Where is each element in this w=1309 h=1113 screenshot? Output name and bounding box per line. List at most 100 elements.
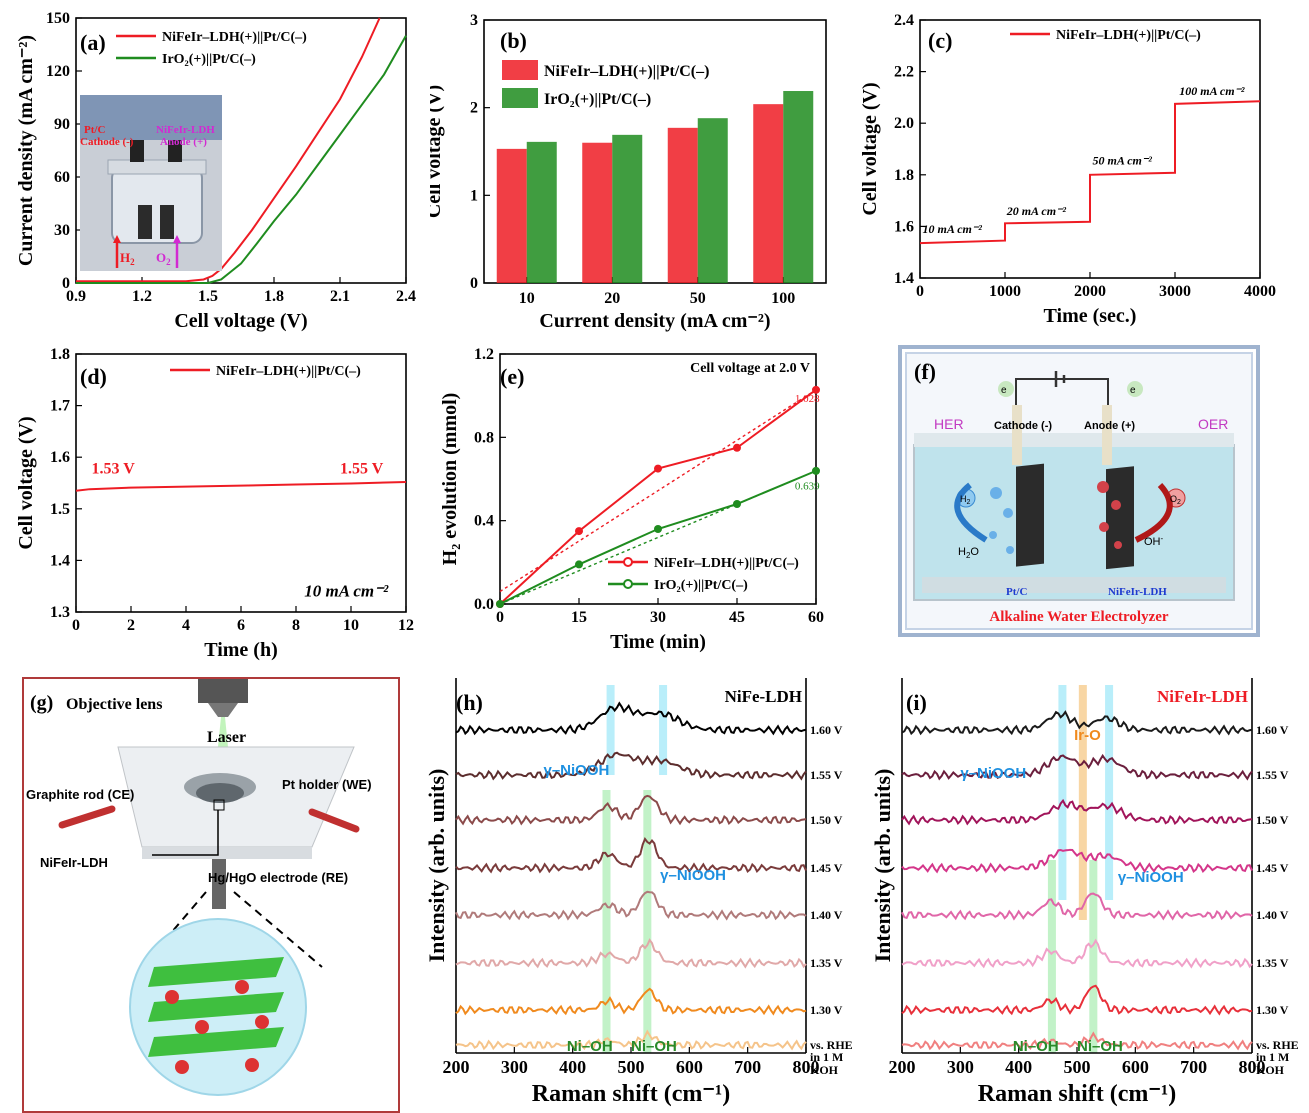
y-tick-label: 2.2 [894,64,914,81]
spectrum-5 [901,892,1253,921]
y-tick-label: 2 [470,100,478,117]
chart-i: 200 300 400 500 600 700 800 Raman shift (cm⁻¹) I… [870,678,1299,1107]
electrolyte-label: KOH [1256,1063,1285,1077]
panel-letter-g: (g) [30,692,53,714]
series-line-1 [76,17,381,283]
data-point [654,525,662,533]
data-point [812,385,820,394]
x-tick-label: 1000 [989,283,1021,300]
peak-annotation-4: Ni–OH [631,1038,677,1055]
legend-swatch [502,88,538,108]
x-tick-label: 100 [771,290,795,307]
spectrum-3 [455,794,807,826]
spectrum-2 [455,751,807,781]
y-tick-label: 1.6 [50,449,70,466]
x-axis-label: Raman shift (cm⁻¹) [978,1081,1177,1107]
data-point [733,443,741,452]
x-tick-label: 3000 [1159,283,1191,300]
spectrum-label-2: 1.55 V [810,768,843,782]
inset-cathode-label: Cathode (-) [80,136,134,148]
peak-annotation-4: Ni–OH [1013,1038,1059,1055]
legend-label-1: NiFeIr–LDH(+)||Pt/C(–) [216,364,361,379]
inset-h2-label: H2 [120,250,135,267]
spectrum-label-8: vs. RHE [810,1038,853,1052]
spectrum-7 [455,987,807,1016]
nifeir-ldh-label: NiFeIr-LDH [40,855,108,870]
spectrum-1 [901,710,1253,736]
spectrum-label-1: 1.60 V [1256,723,1289,737]
data-point [575,527,583,536]
x-tick-label: 50 [690,290,706,307]
x-tick-label: 500 [618,1057,645,1077]
x-tick-label: 0 [72,617,80,634]
peak-annotation-5: Ni–OH [1077,1038,1123,1055]
y-tick-label: 1.4 [50,552,70,569]
x-tick-label: 6 [237,617,245,634]
series-line-1 [75,480,407,492]
ptc-label: Pt/C [1006,586,1027,598]
bar-100-1 [753,104,784,283]
spectrum-label-8: vs. RHE [1256,1038,1299,1052]
fit-line-1 [499,389,817,593]
series-line-1 [499,389,817,605]
peak-annotation-1: γ–NiOOH [544,762,610,779]
peak-band-3 [1078,685,1087,920]
inset-o2-label: O2 [156,250,171,267]
plot-frame [919,19,1261,279]
panel-letter-b: (b) [500,28,527,53]
spectrum-3 [901,798,1253,826]
x-tick-label: 700 [734,1057,761,1077]
x-tick-label: 800 [1239,1057,1266,1077]
ldh-layers-icon [148,957,284,1074]
legend-swatch [502,60,538,80]
panel-letter-f: (f) [914,359,936,384]
graphite-rod-label: Graphite rod (CE) [26,787,134,802]
spectrum-label-7: 1.30 V [810,1003,843,1017]
peak-band-2 [1105,685,1114,900]
legend-label-2: IrO₂(+)||Pt/C(–) [162,52,256,67]
legend-marker [623,557,633,567]
cathode-label: Cathode (-) [994,420,1052,432]
bar-20-1 [582,142,613,283]
y-tick-label: 60 [54,169,70,186]
y-tick-label: 0.8 [474,429,494,446]
electron-label: e [1130,385,1136,396]
spectrum-label-2: 1.55 V [1256,768,1289,782]
y-tick-label: 1.2 [474,346,494,363]
y-tick-label: 1.7 [50,398,70,415]
peak-annotation-2: γ–NiOOH [960,765,1026,782]
y-tick-label: 1.3 [50,604,70,621]
x-tick-label: 600 [676,1057,703,1077]
x-tick-label: 20 [604,290,620,307]
x-tick-label: 600 [1122,1057,1149,1077]
x-tick-label: 60 [808,609,824,626]
electrolyte-label: in 1 M [1256,1050,1289,1064]
inset-ldh-label: NiFeIr-LDH [156,124,215,136]
x-tick-label: 4000 [1244,283,1276,300]
inset-pt-label: Pt/C [84,124,105,136]
legend-label-2: IrO₂(+)||Pt/C(–) [544,91,651,108]
x-tick-label: 300 [947,1057,974,1077]
x-tick-label: 12 [398,617,414,634]
chart-h: 200 300 400 500 600 700 800 Raman shift (cm⁻¹) I… [424,678,853,1107]
o2-bubble-label: O2 [1170,494,1181,506]
data-point [496,600,504,608]
x-tick-label: 1.2 [132,288,152,305]
x-tick-label: 2.4 [396,288,416,305]
peak-band-1 [1058,685,1067,900]
spectrum-label-6: 1.35 V [810,956,843,970]
oer-label: OER [1198,416,1228,432]
step-annotation-2: 20 mA cm⁻² [1006,204,1067,218]
peak-band-1 [606,685,615,775]
y-tick-label: 90 [54,116,70,133]
reference-electrode-label: Hg/HgO electrode (RE) [208,870,348,885]
panel-letter-a: (a) [80,30,106,55]
chart-e: 0 15 30 45 60 0.0 0.4 0.8 1.2 Time (min) H₂ evolut… [439,346,824,653]
spectrum-label-3: 1.50 V [810,813,843,827]
peak-band-5 [1089,860,1098,1053]
chart-d: 0 2 4 6 8 10 12 1.3 1.4 1.5 1.6 1.7 1.8 Time (h) Cell … [15,346,414,661]
y-tick-label: 2.4 [894,12,914,29]
peak-band-4 [1047,860,1056,1053]
data-point [654,464,662,473]
x-tick-label: 0 [916,283,924,300]
